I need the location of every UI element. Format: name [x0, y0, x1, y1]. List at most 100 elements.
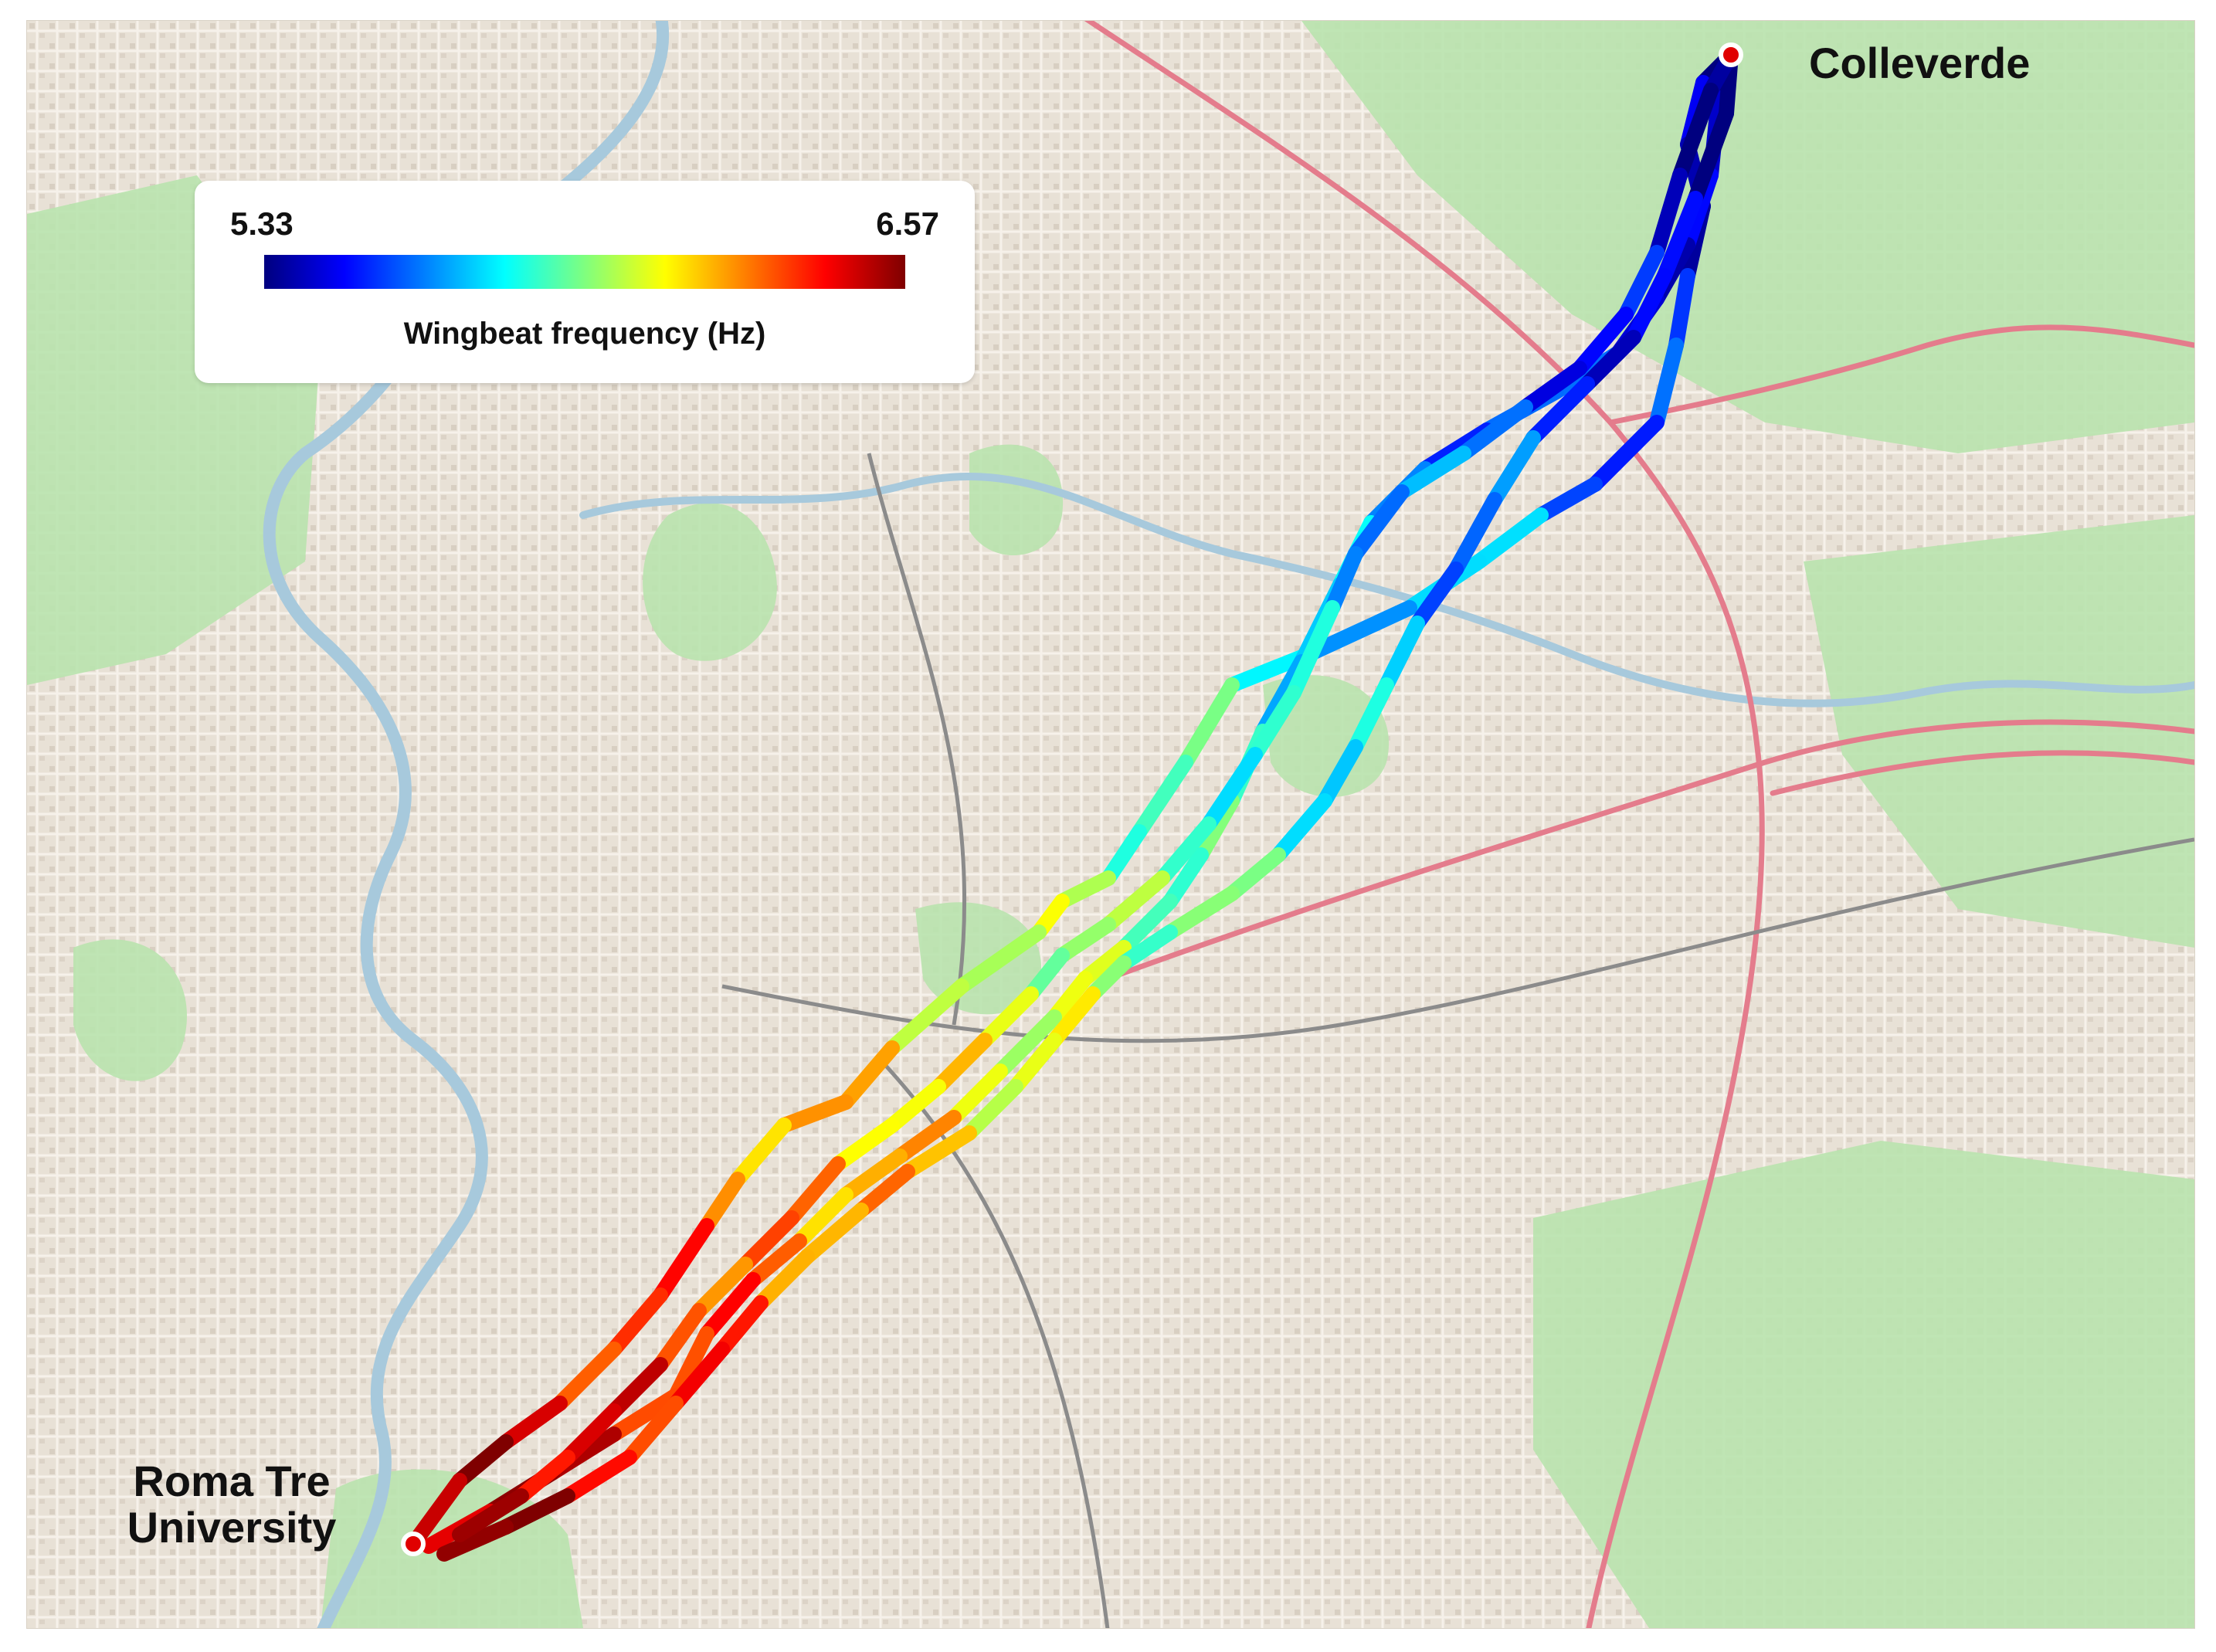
track-segment [1271, 793, 1332, 863]
track-segment [1587, 415, 1665, 492]
track-segment [792, 1187, 853, 1249]
track-segment [1448, 492, 1502, 577]
track-segment [1101, 870, 1170, 932]
track-segment [1325, 546, 1363, 616]
track-segment [1348, 677, 1394, 755]
track-segment [931, 1033, 993, 1094]
track-segment [753, 1249, 815, 1311]
track-segment [1162, 886, 1240, 940]
track-segment [1394, 446, 1471, 500]
track-segment [1672, 83, 1719, 183]
track-segment [977, 986, 1039, 1048]
track-segment [668, 1342, 730, 1411]
track-segment [1649, 168, 1688, 260]
track-segment [900, 1125, 977, 1179]
roma-tre-label: Roma Tre University [116, 1457, 348, 1552]
track-segment [1487, 430, 1541, 507]
track-segment [1572, 307, 1634, 376]
aniene-river [579, 472, 2194, 707]
track-segment [1047, 986, 1101, 1048]
track-segment [1286, 600, 1340, 700]
track-segment [699, 1172, 745, 1233]
track-segment [1224, 847, 1286, 901]
track-segment [784, 1156, 846, 1226]
track-segment [1688, 106, 1734, 206]
legend-box: 5.33 6.57 Wingbeat frequency (Hz) [195, 181, 975, 383]
track-segment [1317, 739, 1363, 809]
track-segment [1116, 924, 1178, 971]
track-segment [514, 1450, 575, 1504]
track-segment [1657, 191, 1703, 283]
track-segment [560, 1450, 637, 1504]
track-segment [653, 1218, 714, 1303]
track-segment [1580, 330, 1641, 392]
track-segment [1618, 245, 1665, 322]
track-segment [1023, 948, 1070, 1002]
track-segment [606, 1388, 684, 1442]
track-segment [452, 1488, 529, 1542]
legend-min-label: 5.33 [230, 205, 294, 242]
track-segment [606, 1287, 668, 1357]
track-segment [1077, 940, 1132, 986]
track-segment [691, 1257, 753, 1318]
track-segment [1456, 399, 1533, 461]
track-segment [668, 1326, 714, 1403]
track-segment [776, 1094, 853, 1133]
track-segment [1054, 870, 1116, 909]
track-segment [1054, 917, 1116, 963]
track-segment [1348, 484, 1410, 561]
track-segment [738, 1210, 799, 1272]
roma-tre-label-line1: Roma Tre [133, 1457, 331, 1505]
track-segment [436, 1519, 514, 1562]
track-segment [1247, 685, 1301, 762]
flight-tracks [406, 47, 1739, 1562]
track-segment [606, 1357, 668, 1419]
track-segment [1410, 561, 1464, 631]
track-segment [993, 1009, 1062, 1079]
track-segment [1101, 824, 1147, 886]
track-segment [1201, 747, 1263, 832]
colleverde-label: Colleverde [1809, 39, 2031, 87]
track-segment [830, 1118, 900, 1172]
track-segment [406, 1473, 467, 1552]
track-segment [838, 1040, 900, 1110]
track-segment [1379, 616, 1425, 693]
track-segment [714, 1295, 769, 1357]
legend-max-label: 6.57 [876, 205, 939, 242]
track-segment [946, 1063, 1008, 1125]
track-segment [1525, 376, 1595, 446]
track-segment [622, 1396, 684, 1465]
track-segment [730, 1118, 792, 1187]
track-segment [1301, 600, 1417, 662]
parks-layer [27, 21, 2194, 1628]
track-segment [892, 1110, 962, 1164]
start-marker [1719, 42, 1743, 67]
track-segment [838, 1148, 908, 1203]
track-segment [799, 1203, 869, 1264]
track-segment [653, 1303, 707, 1372]
legend-title: Wingbeat frequency (Hz) [403, 317, 766, 351]
track-segment [853, 1164, 915, 1218]
track-segment [498, 1488, 575, 1535]
track-segment [560, 1403, 622, 1465]
track-segment [1162, 847, 1209, 909]
track-segment [884, 1079, 946, 1133]
track-segment [1626, 268, 1672, 345]
track-segment [1178, 677, 1240, 770]
track-segment [1132, 755, 1193, 840]
track-segment [1155, 816, 1217, 886]
track-segment [745, 1233, 807, 1287]
track-segment [1668, 268, 1695, 353]
track-segment [452, 1434, 514, 1488]
track-segment [1047, 971, 1093, 1025]
track-segment [1471, 507, 1549, 569]
track-segment [1649, 338, 1684, 430]
track-segment [1008, 1033, 1062, 1094]
track-segment [884, 979, 969, 1056]
track-segment [498, 1396, 568, 1450]
track-segment [552, 1342, 622, 1411]
track-segment [699, 1272, 761, 1342]
track-segment [1116, 894, 1178, 955]
track-segment [1518, 361, 1587, 415]
end-marker [401, 1532, 426, 1556]
